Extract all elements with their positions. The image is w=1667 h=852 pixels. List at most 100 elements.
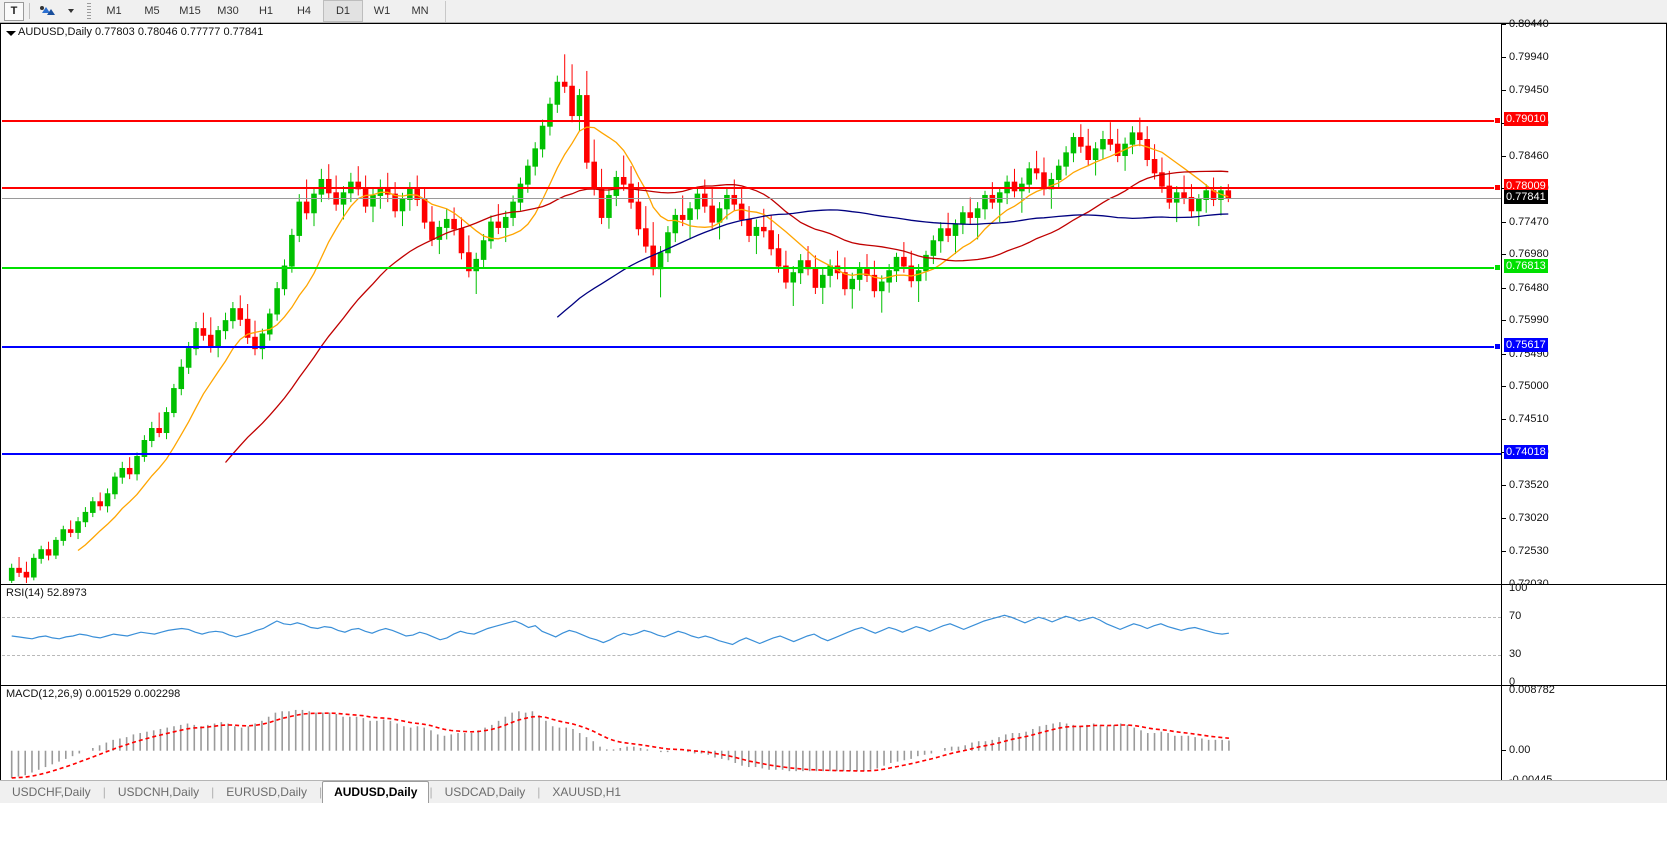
- price-pane[interactable]: AUDUSD,Daily 0.77803 0.78046 0.77777 0.7…: [0, 18, 1667, 590]
- price-plot[interactable]: [2, 25, 1501, 583]
- timeframe-m15[interactable]: M15: [179, 5, 201, 17]
- symbol-ohlc-title: AUDUSD,Daily 0.77803 0.78046 0.77777 0.7…: [18, 26, 264, 38]
- price-tick: [1502, 353, 1506, 355]
- price-tick: [1502, 418, 1506, 420]
- price-axis-label: 0.80440: [1509, 18, 1549, 30]
- chart-collapse-icon[interactable]: [6, 31, 16, 36]
- moving-average-10: [77, 126, 1229, 552]
- price-badge-0.76813[interactable]: 0.76813: [1504, 258, 1548, 273]
- rsi-axis-label: 0: [1509, 676, 1516, 688]
- price-badge-0.74018[interactable]: 0.74018: [1504, 444, 1548, 459]
- price-tick: [1502, 155, 1506, 157]
- macd-axis-label: 0.008782: [1509, 684, 1555, 696]
- price-axis-label: 0.77470: [1509, 215, 1549, 228]
- moving-average-75: [556, 209, 1229, 318]
- toolbar-grip[interactable]: [87, 3, 91, 19]
- price-tick: [1502, 484, 1506, 486]
- price-tick: [1502, 221, 1506, 223]
- timeframe-m1[interactable]: M1: [106, 5, 122, 17]
- timeframe-d1[interactable]: D1: [323, 0, 363, 22]
- tab-separator: |: [537, 785, 541, 799]
- price-badge-0.78009[interactable]: 0.78009: [1504, 178, 1548, 193]
- level-handle-0.76813[interactable]: [1494, 263, 1501, 271]
- rsi-line-series: [11, 614, 1229, 646]
- rsi-axis-label: 30: [1509, 647, 1522, 660]
- price-axis-label: 0.79940: [1509, 51, 1549, 64]
- timeframe-m30[interactable]: M30: [217, 5, 239, 17]
- price-tick: [1502, 386, 1506, 388]
- candlestick-series: [8, 54, 1232, 583]
- level-line-0.78009[interactable]: [2, 186, 1501, 189]
- macd-zero-tick: [1502, 749, 1506, 751]
- toolbar-divider: [29, 3, 30, 19]
- timeframe-m5[interactable]: M5: [144, 5, 160, 17]
- rsi-title: RSI(14) 52.8973: [6, 587, 87, 599]
- price-tick: [1502, 287, 1506, 289]
- tab-separator: |: [102, 785, 106, 799]
- price-tick: [1502, 57, 1506, 59]
- price-axis-label: 0.72530: [1509, 544, 1549, 557]
- rsi-plot[interactable]: [2, 586, 1501, 684]
- tab-audusd-daily[interactable]: AUDUSD,Daily: [322, 781, 430, 803]
- price-axis-label: 0.73520: [1509, 478, 1549, 491]
- macd-title: MACD(12,26,9) 0.001529 0.002298: [6, 688, 181, 700]
- rsi-pane[interactable]: RSI(14) 52.8973 100 70 30 0: [0, 582, 1667, 688]
- chevron-down-icon[interactable]: [59, 1, 83, 21]
- objects-icon[interactable]: [35, 1, 59, 21]
- chart-area[interactable]: AUDUSD,Daily 0.77803 0.78046 0.77777 0.7…: [0, 18, 1667, 829]
- level-handle-0.75617[interactable]: [1494, 343, 1501, 351]
- level-line-0.76813[interactable]: [2, 266, 1501, 269]
- toolbar-empty-area: [445, 0, 1667, 22]
- macd-series: [10, 709, 1230, 779]
- level-handle-0.79010[interactable]: [1494, 117, 1501, 125]
- price-axis[interactable]: 0.804400.799400.794500.789500.784600.779…: [1501, 18, 1666, 590]
- rsi-axis[interactable]: 100 70 30 0: [1501, 582, 1666, 688]
- chart-tabs[interactable]: USDCHF,Daily | USDCNH,Daily | EURUSD,Daily | A…: [0, 780, 1667, 803]
- macd-axis-label: 0.00: [1509, 743, 1531, 756]
- tab-usdcad-daily[interactable]: USDCAD,Daily: [444, 785, 526, 799]
- rsi-axis-label: 100: [1509, 582, 1528, 594]
- price-axis-label: 0.73020: [1509, 512, 1549, 525]
- price-axis-label: 0.75000: [1509, 380, 1549, 393]
- tab-xauusd-h1[interactable]: XAUUSD,H1: [552, 785, 622, 799]
- level-line-0.74018[interactable]: [2, 452, 1501, 455]
- price-tick: [1502, 550, 1506, 552]
- tab-separator: |: [429, 785, 433, 799]
- price-tick: [1502, 24, 1506, 25]
- tab-usdchf-daily[interactable]: USDCHF,Daily: [12, 785, 91, 799]
- price-tick: [1502, 89, 1506, 91]
- price-tick: [1502, 518, 1506, 520]
- price-axis-label: 0.76480: [1509, 281, 1549, 294]
- rsi-level-30: [2, 654, 1501, 656]
- price-axis-label: 0.74510: [1509, 412, 1549, 425]
- macd-signal-line: [11, 712, 1229, 779]
- tab-eurusd-daily[interactable]: EURUSD,Daily: [226, 785, 307, 799]
- price-axis-label: 0.75990: [1509, 314, 1549, 327]
- level-line-0.77841[interactable]: [2, 198, 1501, 200]
- rsi-axis-label: 70: [1509, 610, 1522, 623]
- tab-separator: |: [211, 785, 215, 799]
- price-axis-label: 0.79450: [1509, 83, 1549, 96]
- tab-separator: |: [318, 785, 323, 799]
- price-tick: [1502, 254, 1506, 256]
- macd-plot[interactable]: [2, 687, 1501, 783]
- price-axis-label: 0.76980: [1509, 248, 1549, 261]
- timeframe-w1[interactable]: W1: [373, 5, 391, 17]
- text-tool-icon[interactable]: T: [4, 1, 24, 21]
- rsi-level-70: [2, 617, 1501, 619]
- tab-usdcnh-daily[interactable]: USDCNH,Daily: [117, 785, 200, 799]
- timeframe-h4[interactable]: H4: [296, 5, 312, 17]
- macd-pane[interactable]: MACD(12,26,9) 0.001529 0.002298 0.008782…: [0, 684, 1667, 786]
- level-line-0.75617[interactable]: [2, 346, 1501, 349]
- price-tick: [1502, 320, 1506, 322]
- moving-average-30: [225, 170, 1229, 463]
- price-badge-0.79010[interactable]: 0.79010: [1504, 112, 1548, 127]
- toolbar-right-spacer: [1649, 0, 1667, 22]
- price-badge-0.75617[interactable]: 0.75617: [1504, 338, 1548, 353]
- price-badge-0.77841[interactable]: 0.77841: [1504, 190, 1548, 205]
- timeframe-h1[interactable]: H1: [258, 5, 274, 17]
- timeframe-mn[interactable]: MN: [411, 5, 429, 17]
- level-line-0.79010[interactable]: [2, 120, 1501, 123]
- level-handle-0.78009[interactable]: [1494, 183, 1501, 191]
